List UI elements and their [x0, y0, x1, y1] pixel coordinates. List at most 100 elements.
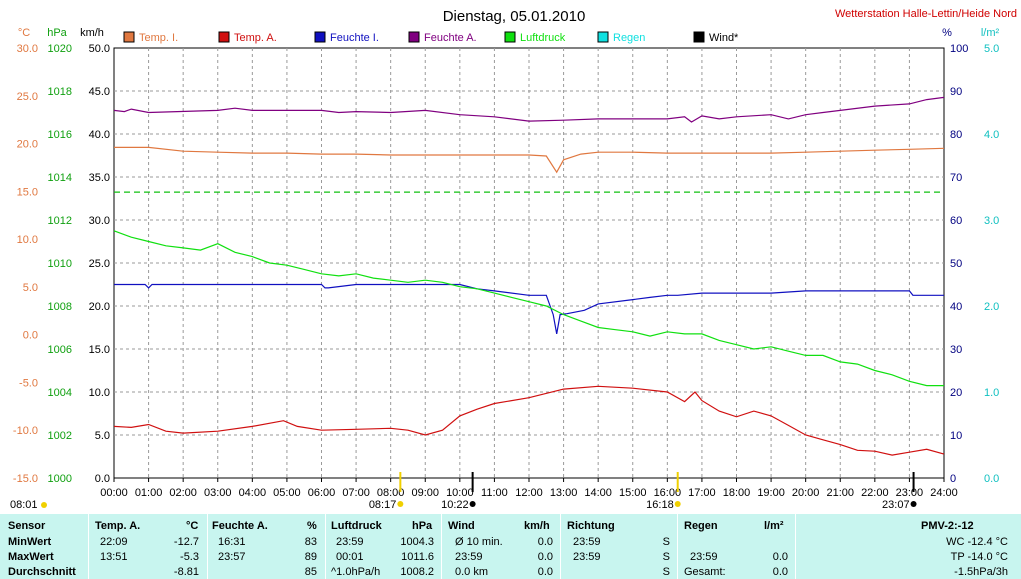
- pmv-pressure-trend: -1.5hPa/3h: [954, 566, 1008, 578]
- unit-percent: %: [942, 27, 952, 39]
- min-temp-value: -12.7: [173, 536, 199, 548]
- event-dot: [674, 501, 681, 507]
- avg-pressure-value: 1008.2: [400, 566, 434, 578]
- tick-kmh: 45.0: [89, 86, 110, 98]
- tick-percent: 90: [950, 86, 962, 98]
- pressure-trend: ^1.0hPa/h: [331, 566, 381, 578]
- x-tick-label: 09:00: [411, 487, 439, 499]
- tick-kmh: 20.0: [89, 301, 110, 313]
- tick-percent: 50: [950, 258, 962, 270]
- summary-table: Sensor Temp. A. °C Feuchte A. % Luftdruc…: [0, 514, 1021, 579]
- tick-celsius: 10.0: [17, 234, 38, 246]
- weather-chart: Dienstag, 05.01.2010 Wetterstation Halle-…: [10, 8, 1017, 511]
- min-wind-value: 0.0: [537, 536, 553, 548]
- header-pmv: PMV-2:-12: [921, 520, 974, 532]
- event-time: 23:07: [882, 499, 910, 511]
- tick-kmh: 35.0: [89, 172, 110, 184]
- x-tick-label: 01:00: [135, 487, 163, 499]
- series-line-temp-a-: [113, 385, 945, 456]
- x-tick-label: 16:00: [654, 487, 682, 499]
- tick-celsius: 0.0: [23, 330, 38, 342]
- x-tick-label: 24:00: [930, 487, 958, 499]
- tick-rain: 0.0: [984, 473, 999, 485]
- max-direction-value: S: [662, 551, 670, 563]
- legend-label: Luftdruck: [520, 32, 566, 44]
- event-time: 16:18: [646, 499, 674, 511]
- series-line-feuchte-i-: [114, 283, 944, 335]
- tick-hpa: 1014: [48, 172, 72, 184]
- header-direction: Richtung: [567, 520, 615, 532]
- tick-hpa: 1006: [48, 344, 72, 356]
- legend-swatch: [504, 31, 516, 43]
- x-tick-label: 04:00: [239, 487, 267, 499]
- max-temp-value: -5.3: [180, 551, 199, 563]
- event-dot: [910, 501, 917, 507]
- legend-swatch: [123, 31, 135, 43]
- legend-swatch: [597, 31, 609, 43]
- x-tick-label: 21:00: [826, 487, 854, 499]
- pmv-windchill: WC -12.4 °C: [946, 536, 1008, 548]
- x-tick-label: 12:00: [515, 487, 543, 499]
- x-tick-label: 23:00: [896, 487, 924, 499]
- tick-hpa: 1002: [48, 430, 72, 442]
- x-tick-label: 20:00: [792, 487, 820, 499]
- header-sensor: Sensor: [8, 520, 46, 532]
- station-name: Wetterstation Halle-Lettin/Heide Nord: [835, 8, 1017, 20]
- tick-rain: 1.0: [984, 387, 999, 399]
- rain-total-label: Gesamt:: [684, 566, 726, 578]
- x-tick-label: 17:00: [688, 487, 716, 499]
- tick-hpa: 1020: [48, 43, 72, 55]
- header-wind: Wind: [448, 520, 475, 532]
- max-pressure-value: 1011.6: [401, 551, 434, 563]
- chart-title: Dienstag, 05.01.2010: [443, 8, 586, 25]
- x-tick-label: 13:00: [550, 487, 578, 499]
- tick-rain: 5.0: [984, 43, 999, 55]
- tick-percent: 100: [950, 43, 968, 55]
- unit-rain: l/m²: [981, 27, 1000, 39]
- tick-hpa: 1010: [48, 258, 72, 270]
- legend-label: Temp. A.: [234, 32, 277, 44]
- tick-celsius: -10.0: [13, 425, 38, 437]
- x-tick-label: 22:00: [861, 487, 889, 499]
- max-temp-time: 13:51: [100, 551, 128, 563]
- min-pressure-value: 1004.3: [400, 536, 434, 548]
- legend-swatch: [218, 31, 230, 43]
- tick-percent: 80: [950, 129, 962, 141]
- series-line-luftdruck: [113, 230, 944, 387]
- header-humidity-unit: %: [307, 520, 317, 532]
- pmv-dewpoint: TP -14.0 °C: [950, 551, 1008, 563]
- tick-kmh: 15.0: [89, 344, 110, 356]
- x-tick-label: 19:00: [757, 487, 785, 499]
- legend-label: Regen: [613, 32, 645, 44]
- tick-percent: 40: [950, 301, 962, 313]
- tick-kmh: 30.0: [89, 215, 110, 227]
- avg-humidity-value: 85: [304, 566, 317, 578]
- x-tick-label: 15:00: [619, 487, 647, 499]
- tick-hpa: 1004: [48, 387, 72, 399]
- tick-kmh: 5.0: [95, 430, 110, 442]
- tick-hpa: 1000: [48, 473, 72, 485]
- tick-hpa: 1018: [48, 86, 72, 98]
- x-tick-label: 14:00: [584, 487, 612, 499]
- avg-temp-value: -8.81: [173, 566, 199, 578]
- max-wind-value: 0.0: [537, 551, 553, 563]
- min-temp-time: 22:09: [100, 536, 128, 548]
- unit-hpa: hPa: [47, 27, 67, 39]
- header-rain-unit: l/m²: [764, 520, 784, 532]
- tick-kmh: 10.0: [89, 387, 110, 399]
- avg-direction-value: S: [662, 566, 670, 578]
- left-time-dot: [41, 502, 47, 508]
- left-time-label: 08:01: [10, 499, 38, 511]
- event-dot: [469, 501, 476, 507]
- max-wind-time: 23:59: [455, 551, 483, 563]
- max-pressure-time: 00:01: [336, 551, 364, 563]
- series-line-temp-i-: [114, 146, 945, 174]
- tick-celsius: -5.0: [19, 377, 38, 389]
- legend-label: Wind*: [709, 32, 739, 44]
- header-rain: Regen: [684, 520, 718, 532]
- row-label-min: MinWert: [8, 536, 52, 548]
- min-pressure-time: 23:59: [336, 536, 364, 548]
- tick-percent: 0: [950, 473, 956, 485]
- tick-celsius: 30.0: [17, 43, 38, 55]
- tick-kmh: 40.0: [89, 129, 110, 141]
